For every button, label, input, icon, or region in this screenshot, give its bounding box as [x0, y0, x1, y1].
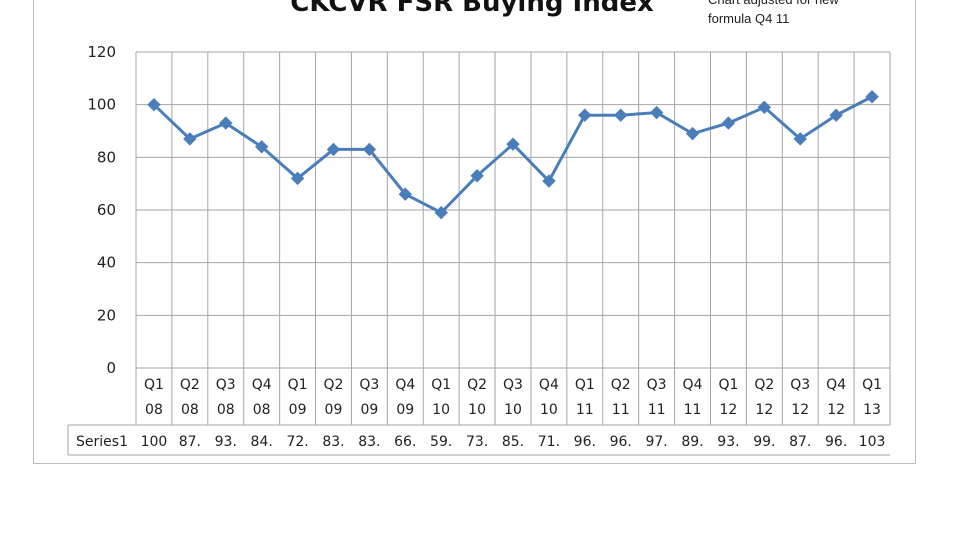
table-value-label: 72. [286, 434, 308, 450]
data-point [147, 97, 161, 112]
data-point [183, 132, 197, 146]
table-value-label: 59. [430, 434, 452, 450]
x-tick-label-quarter: Q2 [180, 377, 200, 393]
data-point [219, 116, 233, 130]
x-tick-label-year: 12 [791, 402, 809, 418]
x-tick-label-quarter: Q4 [826, 377, 846, 393]
data-point [649, 105, 664, 120]
data-point [829, 108, 843, 122]
x-tick-label-quarter: Q1 [862, 377, 882, 393]
data-point [470, 169, 484, 183]
chart-frame [33, 0, 916, 464]
x-tick-label-quarter: Q3 [216, 377, 236, 393]
y-tick-label: 40 [97, 254, 116, 272]
data-point [326, 142, 341, 157]
x-tick-label-quarter: Q1 [431, 377, 451, 393]
data-point [757, 100, 772, 115]
chart-annotation: Chart adjusted for new formula Q4 11 [708, 0, 908, 28]
x-tick-label-quarter: Q1 [288, 377, 308, 393]
x-tick-label-year: 10 [432, 402, 450, 418]
x-tick-label-quarter: Q2 [754, 377, 774, 393]
x-tick-label-year: 09 [396, 402, 414, 418]
x-tick-label-year: 08 [253, 402, 271, 418]
x-tick-label-year: 08 [181, 402, 199, 418]
x-tick-label-year: 10 [504, 402, 522, 418]
x-tick-label-quarter: Q3 [790, 377, 810, 393]
table-value-label: 83. [322, 434, 344, 450]
table-value-label: 97. [645, 434, 667, 450]
data-point [793, 132, 807, 146]
x-tick-label-quarter: Q3 [503, 377, 523, 393]
data-point [542, 174, 556, 188]
data-point [362, 142, 377, 157]
table-value-label: 85. [502, 434, 524, 450]
table-value-label: 96. [574, 434, 596, 450]
x-tick-label-year: 08 [217, 402, 235, 418]
table-value-label: 99. [753, 434, 775, 450]
x-tick-label-year: 12 [720, 402, 738, 418]
x-tick-label-year: 13 [863, 402, 881, 418]
y-tick-label: 120 [87, 43, 116, 61]
table-value-label: 73. [466, 434, 488, 450]
x-tick-label-quarter: Q2 [611, 377, 631, 393]
x-tick-label-quarter: Q2 [467, 377, 487, 393]
x-tick-label-quarter: Q4 [395, 377, 415, 393]
table-value-label: 87. [179, 434, 201, 450]
y-tick-label: 100 [87, 96, 116, 114]
annotation-line-1: Chart adjusted for new [708, 0, 908, 9]
x-tick-label-year: 11 [576, 402, 594, 418]
x-tick-label-year: 11 [612, 402, 630, 418]
x-tick-label-quarter: Q3 [647, 377, 667, 393]
table-value-label: 66. [394, 434, 416, 450]
table-value-label: 93. [717, 434, 739, 450]
table-value-label: 84. [251, 434, 273, 450]
x-tick-label-year: 12 [827, 402, 845, 418]
table-value-label: 103 [859, 434, 886, 450]
table-value-label: 96. [610, 434, 632, 450]
table-value-label: 87. [789, 434, 811, 450]
series-line [152, 95, 873, 215]
x-tick-label-year: 12 [755, 402, 773, 418]
data-point [685, 126, 700, 141]
x-tick-label-quarter: Q4 [252, 377, 272, 393]
data-point [398, 187, 412, 201]
x-tick-label-year: 09 [325, 402, 343, 418]
x-tick-label-year: 09 [289, 402, 307, 418]
y-tick-label: 80 [97, 148, 116, 166]
data-point [290, 171, 305, 186]
legend-series-name: Series1 [76, 434, 128, 450]
chart-title: CKCVR FSR Buying Index [290, 0, 654, 18]
x-tick-label-quarter: Q1 [718, 377, 738, 393]
y-tick-label: 0 [106, 359, 116, 377]
x-tick-label-quarter: Q1 [575, 377, 595, 393]
table-value-label: 96. [825, 434, 847, 450]
data-point [721, 116, 736, 130]
data-point [506, 137, 520, 151]
data-point [865, 90, 879, 104]
x-tick-label-quarter: Q4 [539, 377, 559, 393]
x-tick-label-quarter: Q2 [324, 377, 344, 393]
x-tick-label-quarter: Q1 [144, 377, 164, 393]
y-tick-label: 20 [97, 306, 116, 324]
data-point [434, 205, 448, 220]
table-value-label: 71. [538, 434, 560, 450]
x-tick-label-year: 08 [145, 402, 163, 418]
data-point [578, 108, 592, 122]
table-value-label: 93. [215, 434, 237, 450]
x-tick-label-quarter: Q3 [359, 377, 379, 393]
x-tick-label-quarter: Q4 [683, 377, 703, 393]
x-tick-label-year: 09 [360, 402, 378, 418]
x-tick-label-year: 11 [648, 402, 666, 418]
data-point [614, 108, 628, 122]
annotation-line-2: formula Q4 11 [708, 11, 790, 26]
x-tick-label-year: 10 [468, 402, 486, 418]
table-value-label: 100 [141, 434, 168, 450]
x-tick-label-year: 10 [540, 402, 558, 418]
x-tick-label-year: 11 [684, 402, 702, 418]
data-point [254, 140, 269, 154]
table-value-label: 89. [681, 434, 703, 450]
table-value-label: 83. [358, 434, 380, 450]
y-tick-label: 60 [97, 201, 116, 219]
